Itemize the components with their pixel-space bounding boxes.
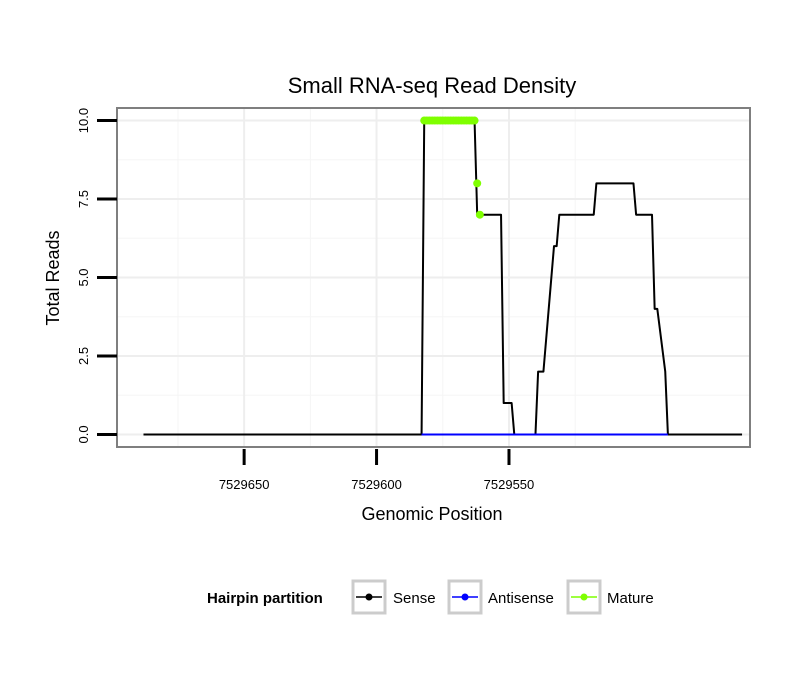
x-axis-ticks: 7529650 7529600 7529550 [219, 449, 534, 492]
mature-point-21 [475, 210, 484, 219]
grid-lines [117, 108, 750, 447]
y-axis-title: Total Reads [43, 230, 63, 325]
data-series [143, 116, 743, 436]
legend-label-antisense: Antisense [488, 590, 554, 607]
y-tick-label-4: 10.0 [76, 108, 91, 133]
legend-label-mature: Mature [607, 590, 654, 607]
legend: Hairpin partition Sense Antisense Mature [207, 579, 654, 615]
legend-dot-sense [365, 593, 373, 601]
x-axis-title: Genomic Position [361, 504, 502, 524]
y-axis-ticks: 0.0 2.5 5.0 7.5 10.0 [76, 108, 117, 443]
chart-title: Small RNA-seq Read Density [288, 73, 577, 98]
x-tick-label-2: 7529550 [484, 477, 535, 492]
mature-point-19 [470, 116, 479, 125]
y-tick-label-1: 2.5 [76, 347, 91, 365]
y-tick-label-3: 7.5 [76, 190, 91, 208]
x-tick-label-1: 7529600 [351, 477, 402, 492]
legend-dot-mature [580, 593, 588, 601]
x-tick-label-0: 7529650 [219, 477, 270, 492]
legend-label-sense: Sense [393, 590, 436, 607]
legend-item-mature: Mature [566, 579, 654, 615]
y-tick-label-0: 0.0 [76, 425, 91, 443]
y-tick-label-2: 5.0 [76, 268, 91, 286]
legend-item-antisense: Antisense [447, 579, 554, 615]
mature-point-20 [473, 179, 482, 188]
series-line-sense [143, 119, 743, 436]
legend-dot-antisense [461, 593, 469, 601]
plot-panel [116, 107, 751, 448]
legend-item-sense: Sense [351, 579, 436, 615]
legend-title: Hairpin partition [207, 590, 323, 607]
